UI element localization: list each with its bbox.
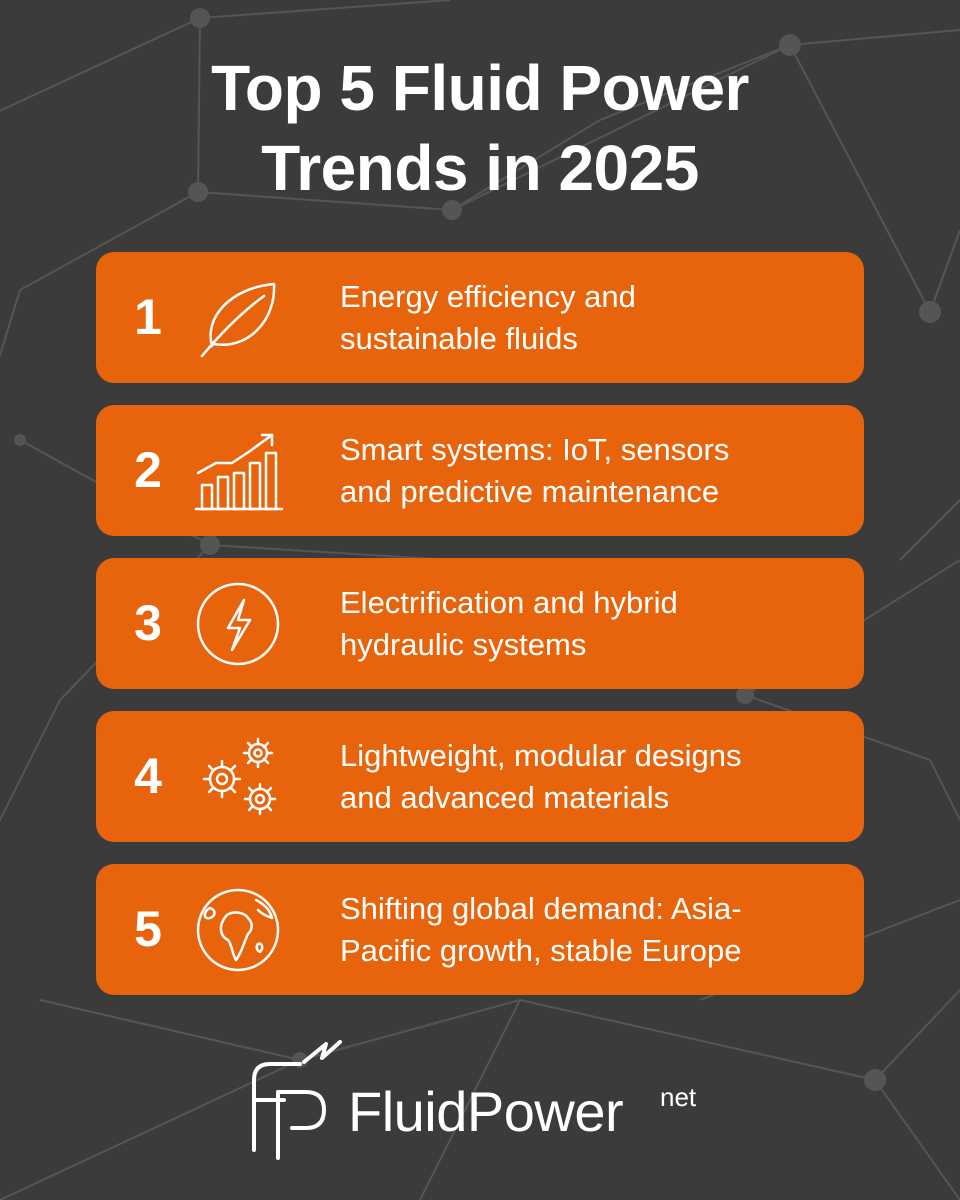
logo-suffix: net xyxy=(660,1082,697,1112)
leaf-icon xyxy=(200,282,276,358)
fluidpower-logo: FluidPower net xyxy=(244,1040,724,1170)
trend-text-line-1: Electrification and hybrid xyxy=(340,585,678,620)
trend-number: 1 xyxy=(134,289,162,345)
trend-text-line-2: Pacific growth, stable Europe xyxy=(340,933,742,968)
trend-text-line-2: and advanced materials xyxy=(340,780,670,815)
trend-text-line-2: hydraulic systems xyxy=(340,627,587,662)
trend-text: Lightweight, modular designs and advance… xyxy=(340,735,850,819)
trend-list: 1 Energy efficiency and sustainable flui… xyxy=(96,252,864,1017)
trend-number: 5 xyxy=(134,901,162,957)
lightning-bolt-icon xyxy=(196,582,280,666)
trend-text-line-1: Energy efficiency and xyxy=(340,279,636,314)
trend-text: Shifting global demand: Asia- Pacific gr… xyxy=(340,888,850,972)
trend-text-line-1: Shifting global demand: Asia- xyxy=(340,891,742,926)
trend-card-5: 5 Shifting global demand: Asia- Pacific … xyxy=(96,864,864,995)
trend-text: Energy efficiency and sustainable fluids xyxy=(340,276,850,360)
trend-number: 3 xyxy=(134,595,162,651)
trend-text-line-2: sustainable fluids xyxy=(340,321,578,356)
trend-number: 2 xyxy=(134,442,162,498)
trend-card-1: 1 Energy efficiency and sustainable flui… xyxy=(96,252,864,383)
trend-number: 4 xyxy=(134,748,162,804)
title-line-1: Top 5 Fluid Power xyxy=(211,52,749,124)
trend-text-line-1: Lightweight, modular designs xyxy=(340,738,742,773)
trend-card-3: 3 Electrification and hybrid hydraulic s… xyxy=(96,558,864,689)
trend-text-line-1: Smart systems: IoT, sensors xyxy=(340,432,730,467)
trend-text: Smart systems: IoT, sensors and predicti… xyxy=(340,429,850,513)
trend-card-2: 2 Smart systems: IoT, sensors and predic… xyxy=(96,405,864,536)
title-line-2: Trends in 2025 xyxy=(261,132,699,204)
fp-monogram-icon xyxy=(252,1040,342,1160)
trend-card-4: 4 xyxy=(96,711,864,842)
globe-icon xyxy=(196,888,280,972)
gears-icon xyxy=(202,737,277,816)
logo-wordmark: FluidPower xyxy=(348,1080,624,1143)
growth-chart-icon xyxy=(194,433,284,511)
trend-text: Electrification and hybrid hydraulic sys… xyxy=(340,582,850,666)
trend-text-line-2: and predictive maintenance xyxy=(340,474,720,509)
page-title: Top 5 Fluid Power Trends in 2025 xyxy=(0,48,960,208)
